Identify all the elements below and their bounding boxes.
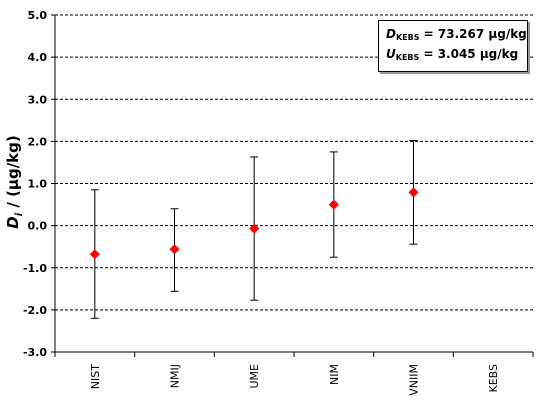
x-category-label: UME — [248, 364, 261, 389]
data-point — [408, 187, 419, 198]
data-point — [328, 199, 339, 210]
x-category-label: NIST — [89, 364, 102, 389]
axes — [51, 14, 534, 357]
y-tick-labels: 5.0 4.0 3.0 2.0 1.0 0.0 -1.0 -2.0 -3.0 — [23, 9, 47, 359]
annotation-u-sub: KEBS — [395, 53, 420, 62]
data-point — [89, 249, 100, 260]
x-category-label: NMIJ — [169, 364, 182, 388]
annotation-line-d: DKEBS = 73.267 µg/kg — [386, 26, 527, 46]
x-category-label: VNIIM — [408, 364, 421, 396]
annotation-d-sub: KEBS — [395, 33, 420, 42]
annotation-line-u: UKEBS = 3.045 µg/kg — [386, 46, 527, 66]
y-axis-symbol: D — [4, 216, 22, 228]
data-points — [89, 187, 419, 260]
y-tick-label: 4.0 — [28, 51, 48, 64]
annotation-d-symbol: D — [386, 27, 396, 41]
annotation-u-symbol: U — [386, 47, 396, 61]
data-point — [249, 223, 260, 234]
kebs-annotation-box: DKEBS = 73.267 µg/kg UKEBS = 3.045 µg/kg — [378, 20, 528, 72]
y-tick-label: -3.0 — [23, 346, 47, 359]
annotation-u-value: = 3.045 µg/kg — [419, 47, 519, 61]
y-axis-unit: / (µg/kg) — [4, 135, 22, 213]
y-tick-label: -2.0 — [23, 304, 47, 317]
y-tick-label: -1.0 — [23, 262, 47, 275]
y-axis-title: Di / (µg/kg) — [4, 135, 25, 229]
x-category-label: NIM — [328, 364, 341, 385]
x-category-labels: NIST NMIJ UME NIM VNIIM KEBS — [89, 364, 500, 396]
y-tick-label: 3.0 — [28, 93, 48, 106]
y-tick-label: 2.0 — [28, 135, 48, 148]
data-point — [169, 244, 180, 255]
y-axis-subscript: i — [14, 212, 25, 216]
y-tick-label: 5.0 — [28, 9, 48, 22]
y-tick-label: 1.0 — [28, 178, 48, 191]
y-tick-label: 0.0 — [28, 220, 48, 233]
x-category-label: KEBS — [487, 364, 500, 393]
annotation-d-value: = 73.267 µg/kg — [419, 27, 527, 41]
